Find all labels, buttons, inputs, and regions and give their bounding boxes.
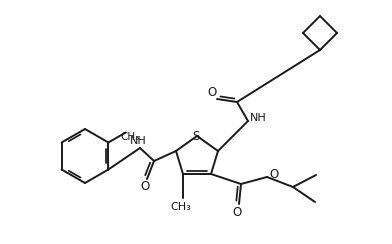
Text: O: O (232, 205, 241, 218)
Text: CH₃: CH₃ (120, 132, 139, 142)
Text: O: O (207, 87, 217, 100)
Text: NH: NH (250, 113, 267, 123)
Text: O: O (269, 167, 279, 181)
Text: CH₃: CH₃ (171, 202, 191, 212)
Text: S: S (192, 131, 200, 143)
Text: NH: NH (130, 136, 146, 146)
Text: O: O (140, 181, 150, 193)
